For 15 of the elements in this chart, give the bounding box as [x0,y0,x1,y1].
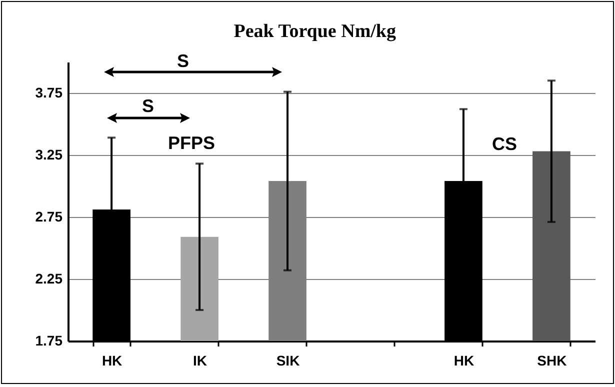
y-tick-label: 3.25 [35,146,63,162]
annotation: CS [492,134,518,154]
x-tick-label: HK [454,352,474,368]
x-tick-label: HK [102,352,122,368]
y-tick-label: 2.75 [35,208,63,224]
x-tick-label: IK [193,352,208,368]
y-tick-label: 2.25 [35,270,63,286]
y-tick-label: 3.75 [35,84,63,100]
chart-title: Peak Torque Nm/kg [234,21,396,42]
x-tick-label: SHK [537,352,567,368]
annotation: S [142,96,154,116]
y-tick-label: 1.75 [35,332,63,348]
annotation: S [177,51,190,71]
annotation: PFPS [168,133,216,153]
x-tick-label: SIK [276,352,300,368]
